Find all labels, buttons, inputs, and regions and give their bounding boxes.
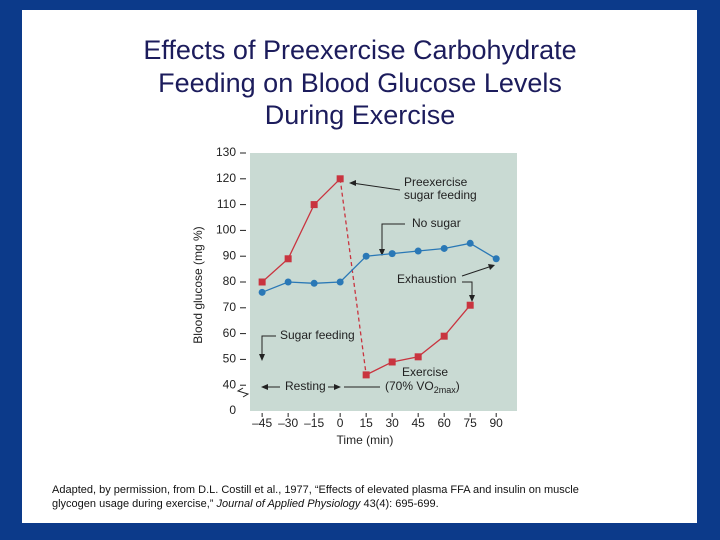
series-line bbox=[261, 178, 341, 283]
x-tick-label: 15 bbox=[359, 416, 373, 430]
arrow bbox=[261, 335, 276, 357]
point bbox=[362, 252, 370, 260]
point bbox=[466, 239, 474, 247]
annotation: (70% VO2max) bbox=[385, 379, 460, 395]
y-tick-label: 70 bbox=[223, 300, 237, 314]
y-axis-label: Blood glucose (mg %) bbox=[191, 226, 205, 343]
point bbox=[362, 371, 370, 379]
annotation: No sugar bbox=[412, 216, 461, 230]
y-tick-label: 50 bbox=[223, 352, 237, 366]
point bbox=[388, 250, 396, 258]
arrowhead bbox=[488, 264, 495, 270]
title-line: Effects of Preexercise Carbohydrate bbox=[143, 35, 577, 65]
y-tick-label: 60 bbox=[223, 326, 237, 340]
arrow bbox=[381, 223, 405, 252]
arrowhead bbox=[334, 384, 341, 390]
journal: Journal of Applied Physiology bbox=[216, 498, 361, 510]
arrowhead bbox=[349, 180, 356, 186]
arrowhead bbox=[261, 384, 268, 390]
axis-break bbox=[236, 387, 250, 398]
annotation-sub: 2max bbox=[434, 385, 457, 395]
title-line: During Exercise bbox=[264, 100, 456, 130]
y-tick-label: 90 bbox=[223, 248, 237, 262]
title-line: Feeding on Blood Glucose Levels bbox=[158, 68, 562, 98]
x-tick-label: 75 bbox=[464, 416, 478, 430]
annotation: Exercise bbox=[402, 365, 448, 379]
y-tick-label: 130 bbox=[216, 145, 236, 159]
series-line bbox=[339, 178, 367, 375]
caption-text: 43(4): 695-699. bbox=[360, 498, 439, 510]
point bbox=[492, 255, 500, 263]
annotation: Preexercise bbox=[404, 175, 468, 189]
point bbox=[258, 278, 266, 286]
y-tick-label: 100 bbox=[216, 223, 236, 237]
annotation: Exhaustion bbox=[397, 272, 456, 286]
arrow bbox=[461, 265, 493, 277]
x-tick-label: 0 bbox=[337, 416, 344, 430]
arrowhead bbox=[259, 354, 265, 361]
series-line bbox=[261, 242, 497, 293]
point bbox=[414, 247, 422, 255]
caption: Adapted, by permission, from D.L. Costil… bbox=[52, 484, 579, 496]
point bbox=[336, 278, 344, 286]
arrowheads bbox=[259, 180, 495, 390]
point bbox=[414, 353, 422, 361]
x-tick-label: 30 bbox=[385, 416, 399, 430]
x-tick-label: –15 bbox=[304, 416, 324, 430]
x-tick-label: 60 bbox=[438, 416, 452, 430]
y-tick-label: 120 bbox=[216, 171, 236, 185]
annotation: Resting bbox=[285, 379, 326, 393]
arrow bbox=[351, 182, 401, 191]
point bbox=[258, 288, 266, 296]
y-tick-label: 0 bbox=[229, 403, 236, 417]
arrow bbox=[462, 281, 473, 298]
point bbox=[336, 175, 344, 183]
caption-text: glycogen usage during exercise,” bbox=[52, 498, 217, 510]
point bbox=[310, 201, 318, 209]
point bbox=[466, 301, 474, 309]
point bbox=[388, 358, 396, 366]
arrowhead bbox=[469, 295, 475, 302]
arrowhead bbox=[379, 249, 385, 256]
point bbox=[284, 278, 292, 286]
x-tick-label: –45 bbox=[252, 416, 272, 430]
point bbox=[310, 279, 318, 287]
x-axis-label: Time (min) bbox=[337, 433, 394, 447]
caption: glycogen usage during exercise,” Journal… bbox=[52, 498, 439, 510]
y-tick-label: 80 bbox=[223, 274, 237, 288]
annotation-part: ) bbox=[456, 379, 460, 393]
y-tick-label: 40 bbox=[223, 377, 237, 391]
x-tick-label: 45 bbox=[411, 416, 425, 430]
point bbox=[284, 255, 292, 263]
annotation: sugar feeding bbox=[404, 188, 477, 202]
y-tick-label: 110 bbox=[217, 197, 236, 211]
x-tick-label: –30 bbox=[278, 416, 298, 430]
x-tick-label: 90 bbox=[490, 416, 504, 430]
annotation: Sugar feeding bbox=[280, 328, 355, 342]
annotation-part: (70% VO bbox=[385, 379, 434, 393]
point bbox=[440, 332, 448, 340]
point bbox=[440, 244, 448, 252]
